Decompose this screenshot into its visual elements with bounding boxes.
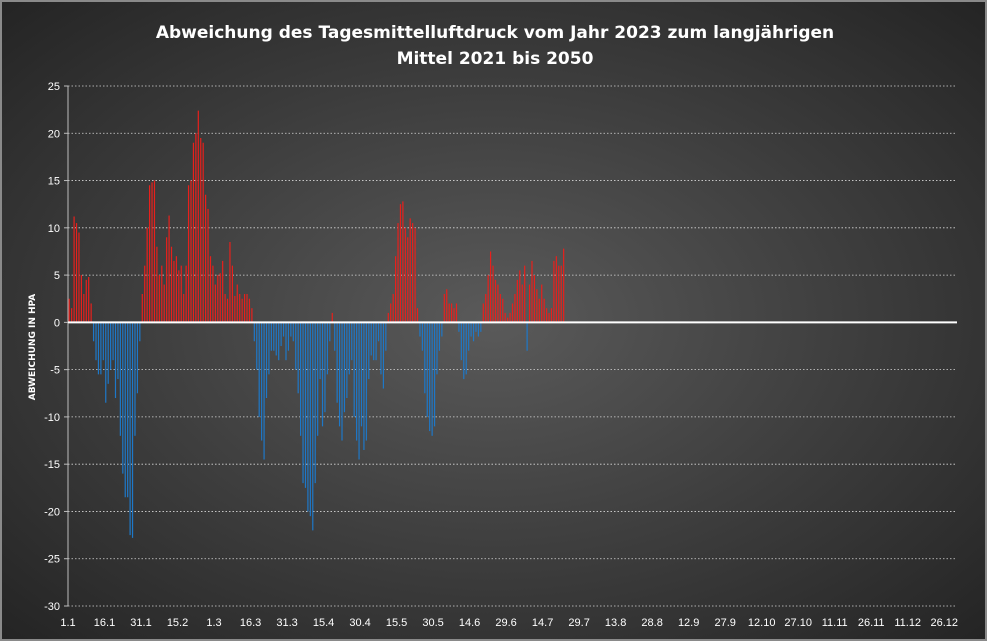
chart-title: Abweichung des Tagesmittelluftdruck vom …: [156, 23, 834, 69]
x-tick-label: 31.3: [276, 617, 297, 629]
chart-title-line-1: Abweichung des Tagesmittelluftdruck vom …: [156, 23, 834, 43]
y-tick-label: -25: [44, 554, 60, 566]
x-tick-label: 29.7: [568, 617, 589, 629]
x-tick-label: 15.2: [167, 617, 188, 629]
x-tick-label: 15.4: [313, 617, 334, 629]
bar-series: [68, 110, 565, 538]
y-axis-ticks: 25 20 15 10 5 0 -5 -10 -15 -20 -25 -30: [44, 81, 68, 613]
x-tick-label: 14.7: [532, 617, 553, 629]
x-tick-label: 16.1: [94, 617, 115, 629]
y-tick-label: 15: [48, 176, 60, 188]
y-tick-label: -20: [44, 506, 60, 518]
x-tick-label: 11.11: [822, 617, 848, 629]
gridlines: [68, 85, 957, 607]
x-tick-label: 28.8: [641, 617, 662, 629]
x-tick-label: 11.12: [894, 617, 921, 629]
x-axis-ticks: 1.1 16.1 31.1 15.2 1.3 16.3 31.3 15.4 30.4 15.5 30…: [60, 617, 958, 629]
x-tick-label: 31.1: [130, 617, 151, 629]
y-tick-label: 0: [54, 317, 60, 329]
x-tick-label: 13.8: [605, 617, 626, 629]
y-tick-label: -5: [50, 365, 60, 377]
x-tick-label: 12.9: [678, 617, 699, 629]
chart-title-line-2: Mittel 2021 bis 2050: [397, 49, 594, 69]
y-tick-label: 5: [54, 270, 60, 282]
y-tick-label: 20: [48, 128, 60, 140]
x-tick-label: 30.5: [422, 617, 443, 629]
x-tick-label: 29.6: [495, 617, 516, 629]
x-tick-label: 27.10: [784, 617, 812, 629]
y-tick-label: -10: [44, 412, 60, 424]
y-tick-label: 25: [48, 81, 60, 93]
y-tick-label: -15: [44, 459, 60, 471]
y-tick-label: 10: [48, 223, 60, 235]
x-tick-label: 1.1: [60, 617, 75, 629]
y-axis-label: ABWEICHUNG IN HPA: [28, 294, 38, 401]
x-tick-label: 26.12: [930, 617, 958, 629]
x-tick-label: 30.4: [349, 617, 370, 629]
x-tick-label: 27.9: [714, 617, 735, 629]
x-tick-label: 15.5: [386, 617, 407, 629]
y-tick-label: -30: [44, 601, 60, 613]
x-tick-label: 14.6: [459, 617, 480, 629]
x-tick-label: 26.11: [858, 617, 885, 629]
x-tick-label: 1.3: [206, 617, 221, 629]
x-tick-label: 12.10: [748, 617, 776, 629]
x-tick-label: 16.3: [240, 617, 261, 629]
